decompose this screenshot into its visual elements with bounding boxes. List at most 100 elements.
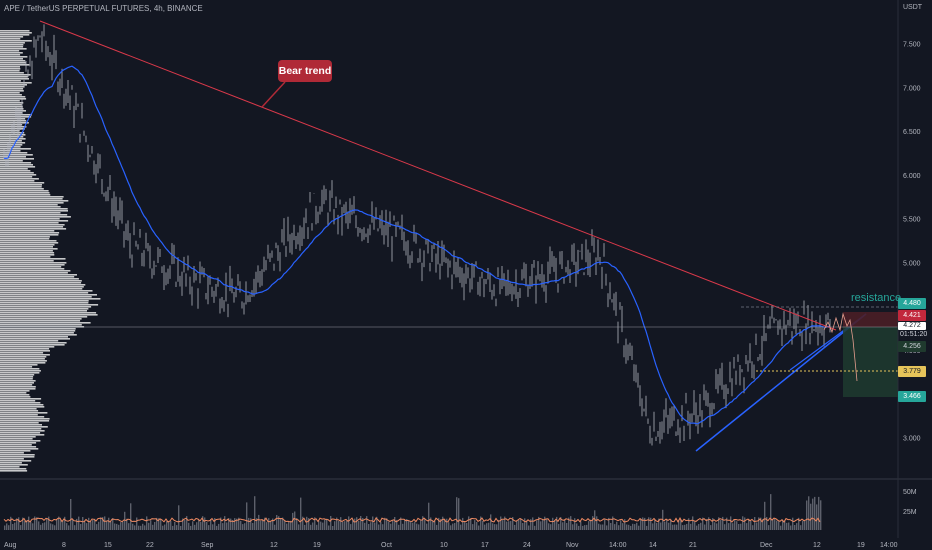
volume-bar bbox=[448, 522, 450, 530]
bar-countdown: 01:51:20 bbox=[900, 331, 928, 338]
profile-bar bbox=[0, 306, 92, 308]
volume-bar bbox=[654, 519, 656, 530]
volume-bar bbox=[800, 525, 802, 530]
volume-bar bbox=[384, 517, 386, 530]
profile-bar bbox=[0, 350, 50, 352]
profile-bar bbox=[0, 92, 20, 94]
volume-bar bbox=[588, 521, 590, 530]
volume-bar bbox=[342, 521, 344, 530]
volume-bar bbox=[228, 518, 230, 530]
volume-bar bbox=[488, 522, 490, 530]
volume-bar bbox=[240, 520, 242, 530]
volume-bar bbox=[532, 517, 534, 530]
volume-bar bbox=[398, 524, 400, 530]
volume-bar bbox=[202, 516, 204, 530]
profile-bar bbox=[0, 64, 30, 66]
bear-trend-callout[interactable]: Bear trend bbox=[278, 60, 332, 82]
volume-bar bbox=[194, 524, 196, 530]
volume-bar bbox=[504, 516, 506, 530]
volume-bar bbox=[120, 522, 122, 530]
volume-bar bbox=[762, 519, 764, 530]
volume-bar bbox=[166, 521, 168, 530]
volume-bar bbox=[666, 518, 668, 530]
profile-bar bbox=[0, 188, 44, 190]
volume-bar bbox=[600, 524, 602, 530]
volume-bar bbox=[750, 521, 752, 530]
date-tick-label: Oct bbox=[381, 542, 392, 549]
profile-bar bbox=[0, 284, 86, 286]
volume-bar bbox=[330, 516, 332, 530]
profile-bar bbox=[0, 336, 68, 338]
volume-bar bbox=[122, 521, 124, 530]
profile-bar bbox=[0, 194, 51, 196]
profile-bar bbox=[0, 224, 65, 226]
volume-bar bbox=[476, 522, 478, 530]
profile-bar bbox=[0, 160, 23, 162]
volume-bar bbox=[696, 525, 698, 530]
volume-bar bbox=[656, 522, 658, 530]
profile-bar bbox=[0, 276, 75, 278]
profile-bar bbox=[0, 424, 42, 426]
support-trendline[interactable] bbox=[695, 313, 867, 452]
volume-bar bbox=[506, 521, 508, 530]
profile-bar bbox=[0, 406, 45, 408]
volume-bar bbox=[616, 521, 618, 530]
volume-bar bbox=[218, 523, 220, 530]
target-price-tag: 3.466 bbox=[898, 391, 926, 402]
volume-bar bbox=[188, 522, 190, 530]
volume-bar bbox=[552, 517, 554, 530]
profile-bar bbox=[0, 310, 87, 312]
volume-bar bbox=[84, 521, 86, 530]
profile-bar bbox=[0, 300, 89, 302]
profile-bar bbox=[0, 416, 45, 418]
projection-path bbox=[823, 312, 858, 382]
volume-bar bbox=[704, 524, 706, 530]
profile-bar bbox=[0, 200, 69, 202]
volume-bar bbox=[536, 520, 538, 530]
volume-bar bbox=[734, 519, 736, 530]
date-tick-label: 15 bbox=[104, 542, 112, 549]
profile-bar bbox=[0, 108, 24, 110]
time-axis: Aug 8 15 22 Sep 12 19 Oct 10 17 24 Nov 14:00 14 21 Dec 1… bbox=[4, 542, 898, 549]
volume-bar bbox=[732, 523, 734, 530]
volume-bar bbox=[602, 524, 604, 530]
volume-bar bbox=[186, 516, 188, 530]
volume-bar bbox=[544, 516, 546, 530]
volume-bar bbox=[678, 520, 680, 530]
profile-bar bbox=[0, 442, 37, 444]
profile-bar bbox=[0, 192, 50, 194]
profile-bar bbox=[0, 168, 28, 170]
volume-bar bbox=[776, 520, 778, 530]
volume-bar bbox=[738, 524, 740, 530]
volume-bar bbox=[72, 519, 74, 530]
volume-bar bbox=[590, 519, 592, 530]
resistance-label[interactable]: resistance bbox=[851, 292, 902, 304]
date-tick-label: 14:00 bbox=[880, 542, 898, 549]
profile-bar bbox=[0, 136, 24, 138]
volume-bar bbox=[154, 522, 156, 530]
volume-bar bbox=[816, 504, 818, 530]
volume-bar bbox=[676, 524, 678, 530]
callout-pointer bbox=[261, 81, 286, 108]
volume-bar bbox=[222, 523, 224, 530]
volume-bar bbox=[326, 518, 328, 530]
volume-bar bbox=[38, 521, 40, 530]
profile-bar bbox=[0, 360, 47, 362]
volume-bar bbox=[108, 517, 110, 530]
volume-bar bbox=[214, 518, 216, 530]
profile-bar bbox=[0, 460, 32, 462]
volume-bar bbox=[492, 523, 494, 530]
profile-bar bbox=[0, 84, 27, 86]
profile-bar bbox=[0, 164, 33, 166]
volume-bar bbox=[596, 516, 598, 530]
volume-bar bbox=[626, 524, 628, 530]
volume-bar bbox=[700, 522, 702, 530]
volume-bar bbox=[634, 524, 636, 530]
volume-bar bbox=[50, 523, 52, 530]
profile-bar bbox=[0, 304, 99, 306]
profile-bar bbox=[0, 334, 77, 336]
bear-trendline[interactable] bbox=[39, 20, 837, 331]
profile-bar bbox=[0, 90, 24, 92]
volume-bar bbox=[86, 523, 88, 530]
